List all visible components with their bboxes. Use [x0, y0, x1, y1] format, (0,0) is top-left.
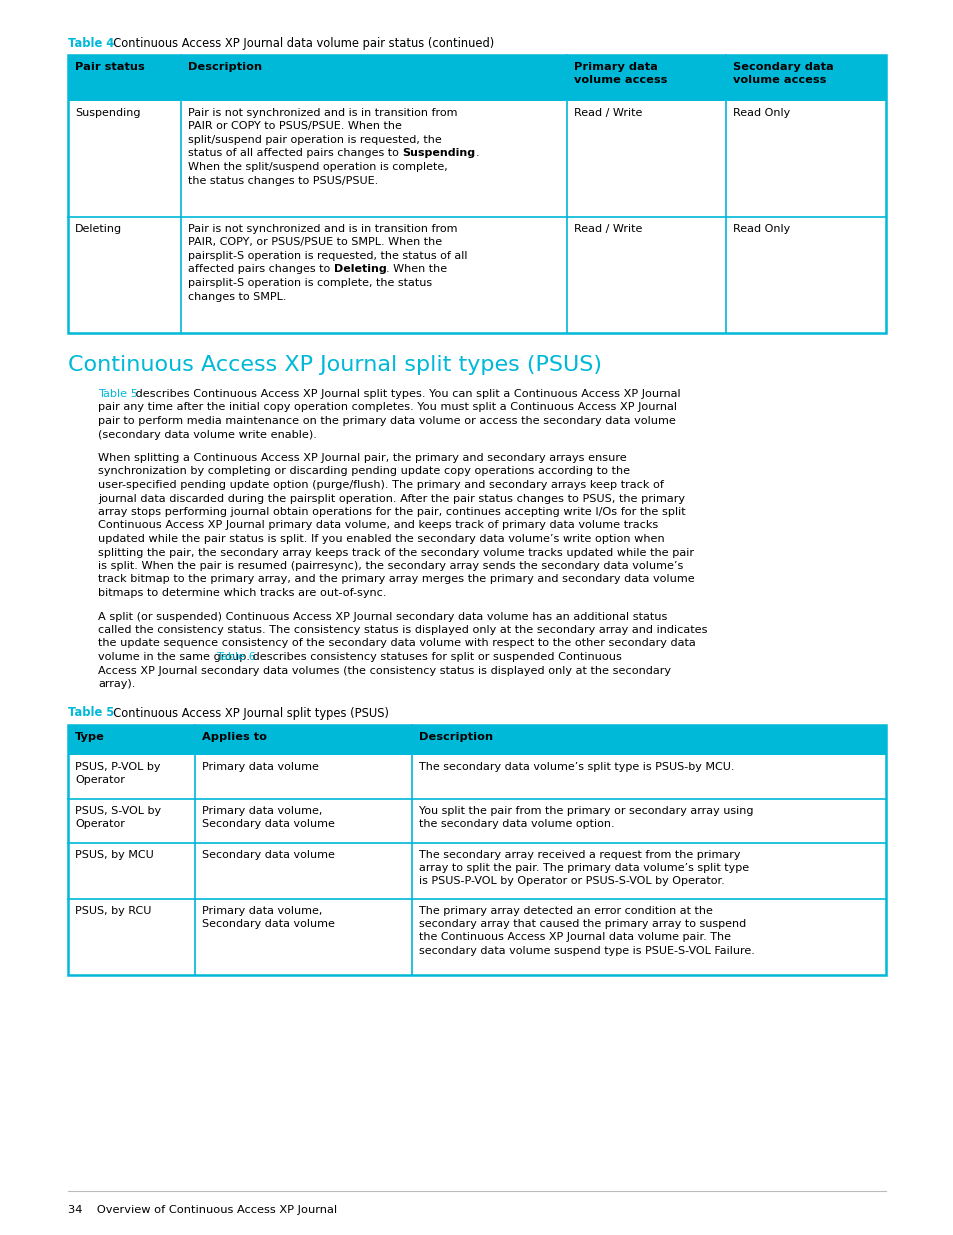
Text: the secondary data volume option.: the secondary data volume option.	[418, 819, 614, 829]
Text: Continuous Access XP Journal data volume pair status (continued): Continuous Access XP Journal data volume…	[106, 37, 494, 49]
Text: Table 6: Table 6	[216, 652, 256, 662]
Bar	[68, 56, 885, 101]
Text: volume in the same group.: volume in the same group.	[98, 652, 253, 662]
Text: journal data discarded during the pairsplit operation. After the pair status cha: journal data discarded during the pairsp…	[98, 494, 684, 504]
Text: When the split/suspend operation is complete,: When the split/suspend operation is comp…	[188, 162, 447, 172]
Text: Operator: Operator	[75, 776, 125, 785]
Text: Read Only: Read Only	[733, 224, 790, 233]
Text: Secondary data volume: Secondary data volume	[202, 919, 335, 929]
Text: affected pairs changes to: affected pairs changes to	[188, 264, 334, 274]
Text: splitting the pair, the secondary array keeps track of the secondary volume trac: splitting the pair, the secondary array …	[98, 547, 693, 557]
Text: Continuous Access XP Journal split types (PSUS): Continuous Access XP Journal split types…	[106, 706, 389, 720]
Text: Description: Description	[188, 62, 262, 72]
Text: is PSUS-P-VOL by Operator or PSUS-S-VOL by Operator.: is PSUS-P-VOL by Operator or PSUS-S-VOL …	[418, 877, 723, 887]
Text: PAIR or COPY to PSUS/PSUE. When the: PAIR or COPY to PSUS/PSUE. When the	[188, 121, 401, 131]
Text: Pair status: Pair status	[75, 62, 145, 72]
Text: the status changes to PSUS/PSUE.: the status changes to PSUS/PSUE.	[188, 175, 377, 185]
Text: synchronization by completing or discarding pending update copy operations accor: synchronization by completing or discard…	[98, 467, 630, 477]
Text: 34    Overview of Continuous Access XP Journal: 34 Overview of Continuous Access XP Jour…	[68, 1205, 336, 1215]
Text: the Continuous Access XP Journal data volume pair. The: the Continuous Access XP Journal data vo…	[418, 932, 730, 942]
Text: Description: Description	[418, 731, 492, 741]
Text: user-specified pending update option (purge/flush). The primary and secondary ar: user-specified pending update option (pu…	[98, 480, 663, 490]
Text: Secondary data volume: Secondary data volume	[202, 819, 335, 829]
Text: secondary array that caused the primary array to suspend: secondary array that caused the primary …	[418, 919, 745, 929]
Text: Primary data volume: Primary data volume	[202, 762, 318, 772]
Text: array).: array).	[98, 679, 135, 689]
Text: The primary array detected an error condition at the: The primary array detected an error cond…	[418, 905, 712, 915]
Text: Operator: Operator	[75, 819, 125, 829]
Text: Primary data volume,: Primary data volume,	[202, 905, 322, 915]
Text: (secondary data volume write enable).: (secondary data volume write enable).	[98, 430, 316, 440]
Text: Table 5: Table 5	[68, 706, 114, 720]
Text: Type: Type	[75, 731, 105, 741]
Text: PSUS, by MCU: PSUS, by MCU	[75, 850, 153, 860]
Text: A split (or suspended) Continuous Access XP Journal secondary data volume has an: A split (or suspended) Continuous Access…	[98, 611, 667, 621]
Text: is split. When the pair is resumed (pairresync), the secondary array sends the s: is split. When the pair is resumed (pair…	[98, 561, 682, 571]
Text: pair any time after the initial copy operation completes. You must split a Conti: pair any time after the initial copy ope…	[98, 403, 677, 412]
Text: updated while the pair status is split. If you enabled the secondary data volume: updated while the pair status is split. …	[98, 534, 664, 543]
Text: describes consistency statuses for split or suspended Continuous: describes consistency statuses for split…	[249, 652, 621, 662]
Text: Suspending: Suspending	[75, 107, 140, 119]
Text: Read / Write: Read / Write	[574, 107, 641, 119]
Text: Continuous Access XP Journal split types (PSUS): Continuous Access XP Journal split types…	[68, 354, 601, 375]
Text: secondary data volume suspend type is PSUE-S-VOL Failure.: secondary data volume suspend type is PS…	[418, 946, 754, 956]
Text: pair to perform media maintenance on the primary data volume or access the secon: pair to perform media maintenance on the…	[98, 416, 675, 426]
Text: called the consistency status. The consistency status is displayed only at the s: called the consistency status. The consi…	[98, 625, 707, 635]
Text: PSUS, by RCU: PSUS, by RCU	[75, 905, 152, 915]
Text: Table 5: Table 5	[98, 389, 138, 399]
Text: PAIR, COPY, or PSUS/PSUE to SMPL. When the: PAIR, COPY, or PSUS/PSUE to SMPL. When t…	[188, 237, 441, 247]
Text: The secondary array received a request from the primary: The secondary array received a request f…	[418, 850, 740, 860]
Text: track bitmap to the primary array, and the primary array merges the primary and : track bitmap to the primary array, and t…	[98, 574, 694, 584]
Text: PSUS, P-VOL by: PSUS, P-VOL by	[75, 762, 160, 772]
Bar	[68, 725, 885, 974]
Text: status of all affected pairs changes to: status of all affected pairs changes to	[188, 148, 402, 158]
Text: bitmaps to determine which tracks are out-of-sync.: bitmaps to determine which tracks are ou…	[98, 588, 386, 598]
Text: split/suspend pair operation is requested, the: split/suspend pair operation is requeste…	[188, 135, 441, 144]
Text: Suspending: Suspending	[402, 148, 475, 158]
Text: Continuous Access XP Journal primary data volume, and keeps track of primary dat: Continuous Access XP Journal primary dat…	[98, 520, 658, 531]
Bar	[68, 725, 885, 755]
Text: PSUS, S-VOL by: PSUS, S-VOL by	[75, 805, 161, 815]
Text: array to split the pair. The primary data volume’s split type: array to split the pair. The primary dat…	[418, 863, 748, 873]
Text: pairsplit-S operation is requested, the status of all: pairsplit-S operation is requested, the …	[188, 251, 467, 261]
Text: Deleting: Deleting	[75, 224, 122, 233]
Text: Primary data volume,: Primary data volume,	[202, 805, 322, 815]
Text: changes to SMPL.: changes to SMPL.	[188, 291, 286, 301]
Text: Deleting: Deleting	[334, 264, 386, 274]
Text: pairsplit-S operation is complete, the status: pairsplit-S operation is complete, the s…	[188, 278, 432, 288]
Text: describes Continuous Access XP Journal split types. You can split a Continuous A: describes Continuous Access XP Journal s…	[132, 389, 679, 399]
Text: Pair is not synchronized and is in transition from: Pair is not synchronized and is in trans…	[188, 107, 456, 119]
Text: Secondary data volume: Secondary data volume	[202, 850, 335, 860]
Text: .: .	[475, 148, 478, 158]
Text: the update sequence consistency of the secondary data volume with respect to the: the update sequence consistency of the s…	[98, 638, 695, 648]
Text: . When the: . When the	[386, 264, 447, 274]
Text: You split the pair from the primary or secondary array using: You split the pair from the primary or s…	[418, 805, 752, 815]
Text: Read Only: Read Only	[733, 107, 790, 119]
Text: The secondary data volume’s split type is PSUS-by MCU.: The secondary data volume’s split type i…	[418, 762, 733, 772]
Text: Access XP Journal secondary data volumes (the consistency status is displayed on: Access XP Journal secondary data volumes…	[98, 666, 670, 676]
Text: Read / Write: Read / Write	[574, 224, 641, 233]
Text: Secondary data
volume access: Secondary data volume access	[733, 62, 833, 85]
Text: array stops performing journal obtain operations for the pair, continues accepti: array stops performing journal obtain op…	[98, 508, 685, 517]
Text: When splitting a Continuous Access XP Journal pair, the primary and secondary ar: When splitting a Continuous Access XP Jo…	[98, 453, 626, 463]
Text: Pair is not synchronized and is in transition from: Pair is not synchronized and is in trans…	[188, 224, 456, 233]
Text: Primary data
volume access: Primary data volume access	[574, 62, 667, 85]
Bar	[68, 56, 885, 333]
Text: Table 4: Table 4	[68, 37, 114, 49]
Text: Applies to: Applies to	[202, 731, 267, 741]
